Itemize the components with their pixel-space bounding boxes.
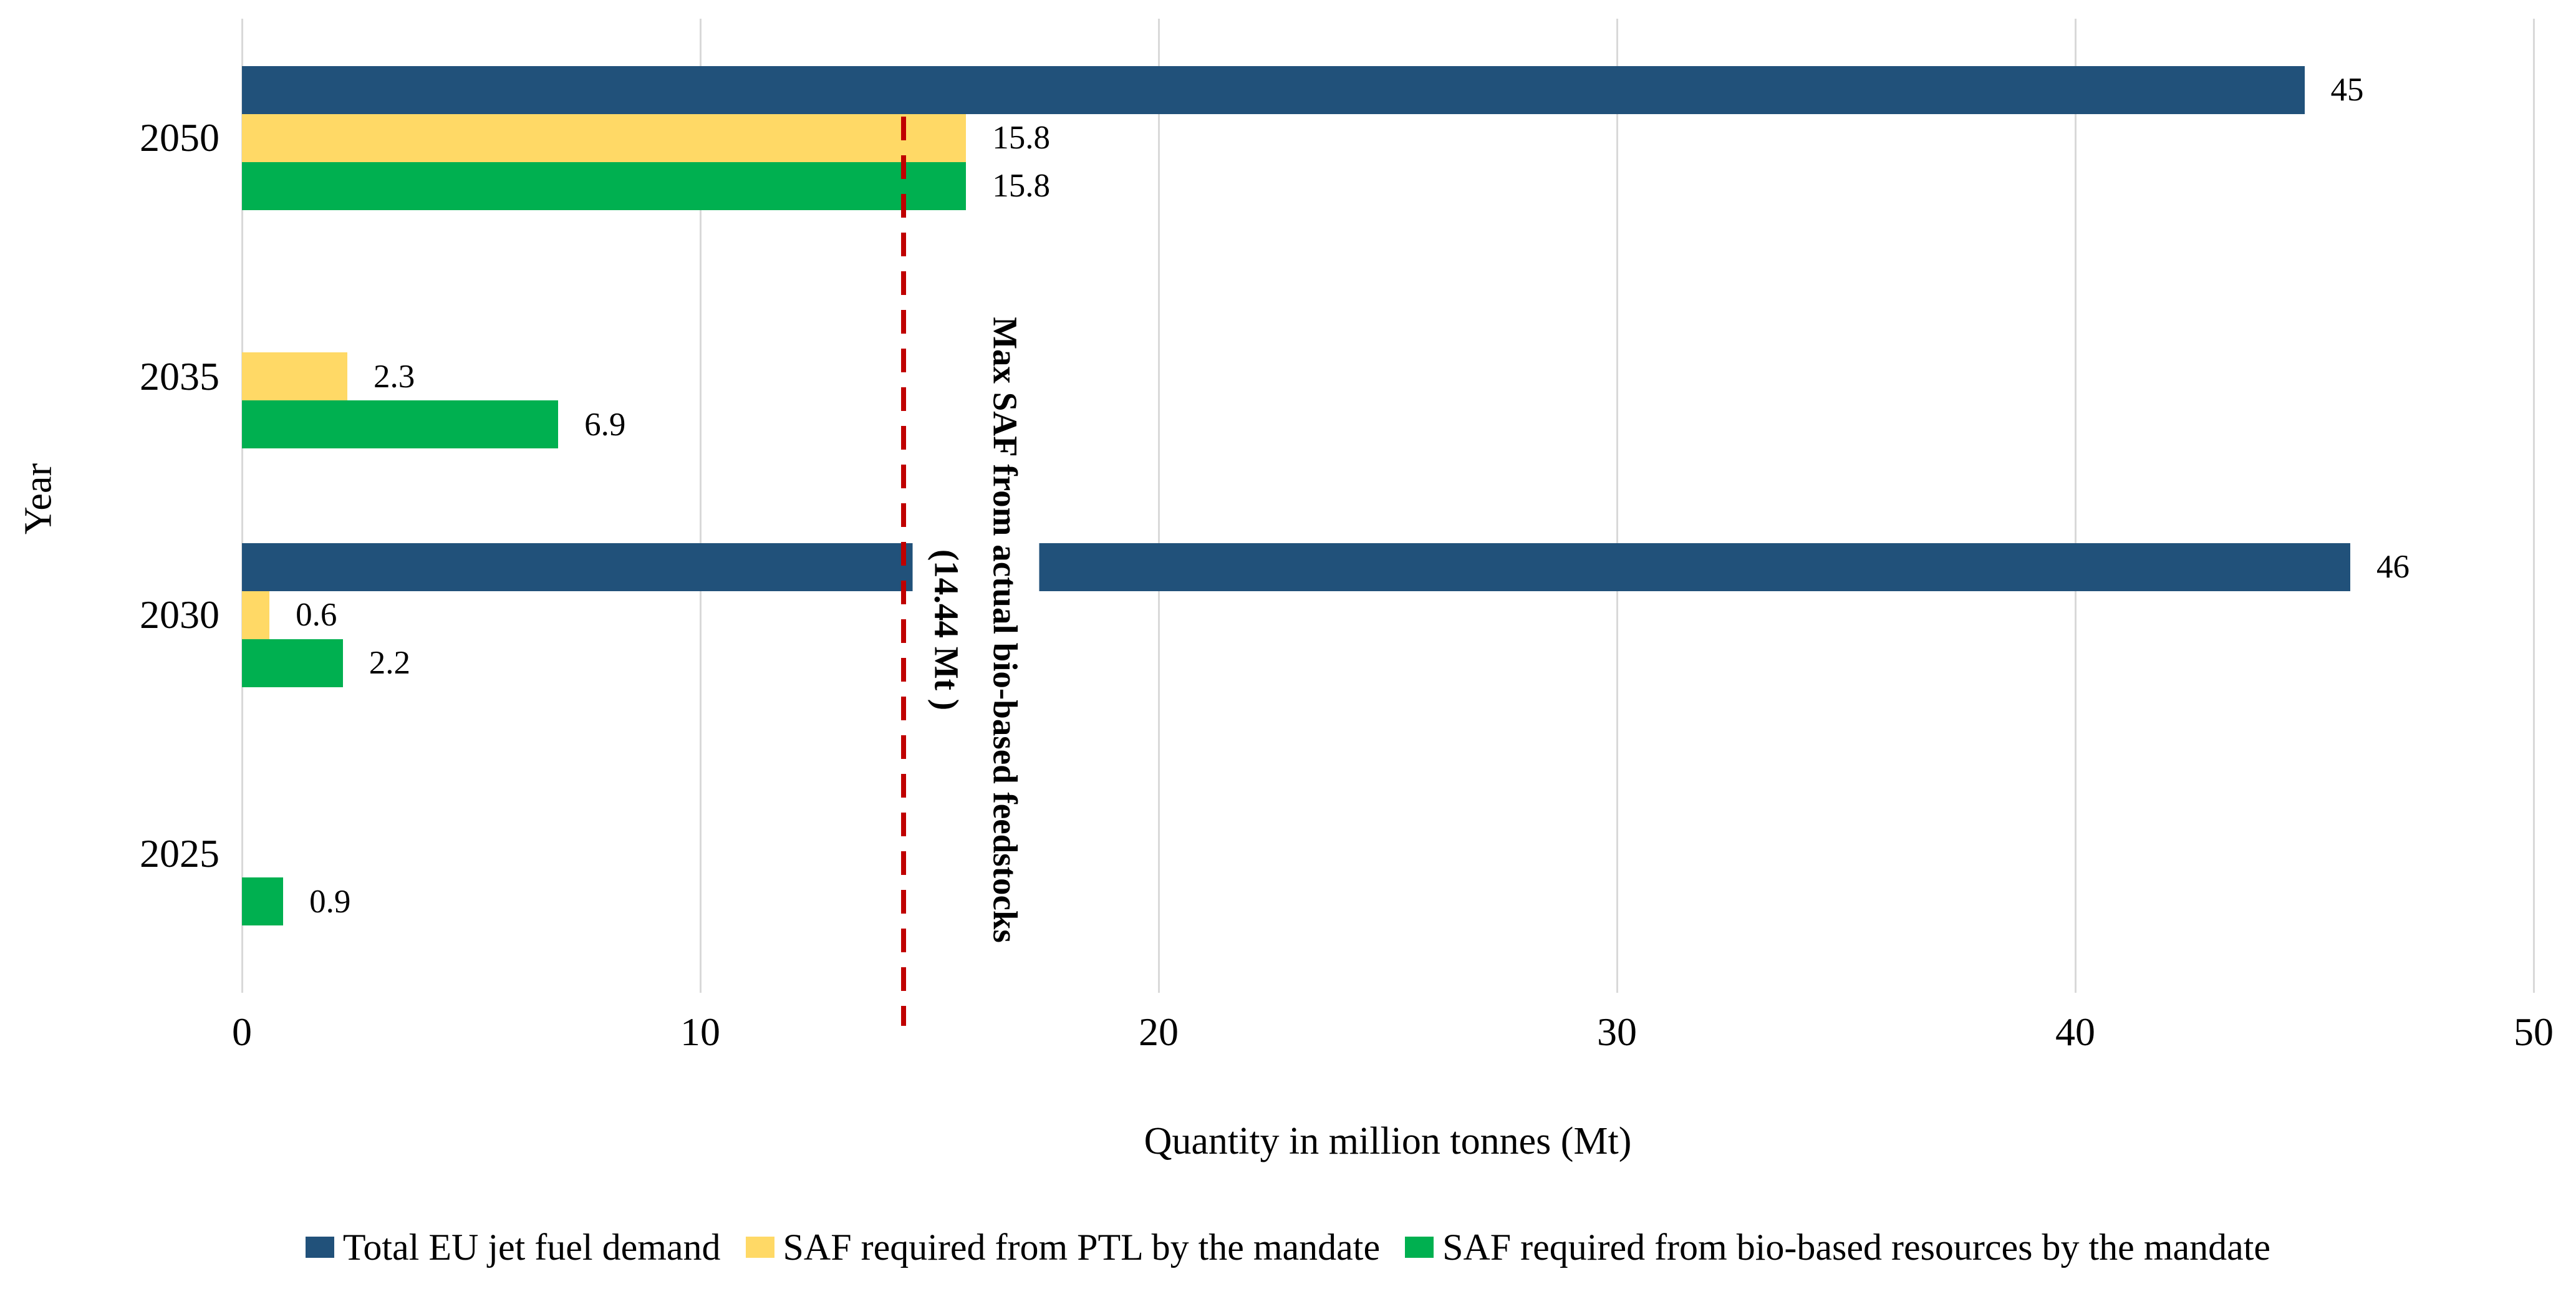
bar-2050-series-0 [242, 65, 2305, 114]
x-gridline [699, 19, 702, 973]
y-axis-title: Year [17, 463, 60, 535]
bar-2035-series-1 [242, 352, 348, 401]
annotation-line-1: Max SAF from actual bio-based feedstocks [986, 317, 1025, 943]
x-tick-label: 0 [232, 1010, 252, 1054]
bar-value-label: 15.8 [992, 120, 1051, 157]
y-category-label: 2050 [140, 115, 219, 160]
bar-value-label: 15.8 [992, 168, 1051, 205]
bar-2050-series-1 [242, 113, 967, 162]
y-category-label: 2030 [140, 592, 219, 637]
annotation-line-2: (14.44 Mt ) [928, 549, 966, 711]
x-tickmark [241, 973, 243, 993]
bar-value-label: 0.6 [296, 597, 337, 634]
legend-label: SAF required from bio-based resources by… [1442, 1226, 2271, 1268]
legend-item-1: SAF required from PTL by the mandate [745, 1226, 1381, 1269]
x-gridline [241, 19, 243, 973]
x-gridline [2532, 19, 2535, 973]
legend-swatch-icon [305, 1237, 334, 1258]
bar-value-label: 6.9 [584, 406, 626, 443]
x-tick-label: 50 [2514, 1010, 2554, 1054]
reference-line [901, 117, 907, 1026]
x-axis-title: Quantity in million tonnes (Mt) [1144, 1120, 1632, 1162]
x-tick-label: 30 [1597, 1010, 1637, 1054]
x-tickmark [2532, 973, 2535, 993]
bar-2050-series-2 [242, 162, 967, 210]
legend-label: SAF required from PTL by the mandate [783, 1226, 1381, 1268]
x-tick-label: 20 [1139, 1010, 1179, 1054]
bar-value-label: 2.3 [374, 358, 415, 395]
max-saf-annotation: Max SAF from actual bio-based feedstocks… [912, 298, 1040, 962]
bar-value-label: 45 [2330, 72, 2364, 109]
x-tickmark [1616, 973, 1618, 993]
bar-value-label: 2.2 [369, 645, 410, 682]
x-tickmark [2074, 973, 2077, 993]
legend-swatch-icon [1405, 1237, 1434, 1258]
y-category-label: 2025 [140, 831, 219, 876]
bar-value-label: 0.9 [309, 883, 351, 920]
bar-2030-series-0 [242, 543, 2350, 591]
x-tickmark [699, 973, 702, 993]
legend-item-0: Total EU jet fuel demand [305, 1226, 721, 1269]
legend-item-2: SAF required from bio-based resources by… [1405, 1226, 2270, 1269]
x-tick-label: 40 [2055, 1010, 2095, 1054]
bar-2035-series-2 [242, 400, 559, 449]
x-gridline [1157, 19, 1160, 973]
bar-2030-series-2 [242, 639, 343, 687]
x-gridline [1616, 19, 1618, 973]
x-tick-label: 10 [680, 1010, 720, 1054]
bar-value-label: 46 [2376, 549, 2410, 586]
x-tickmark [1157, 973, 1160, 993]
legend-label: Total EU jet fuel demand [342, 1226, 721, 1268]
bar-2025-series-2 [242, 877, 284, 926]
y-category-label: 2035 [140, 354, 219, 398]
x-gridline [2074, 19, 2077, 973]
chart-legend: Total EU jet fuel demand SAF required fro… [0, 1216, 2576, 1278]
bar-2030-series-1 [242, 591, 270, 639]
legend-swatch-icon [745, 1237, 774, 1258]
